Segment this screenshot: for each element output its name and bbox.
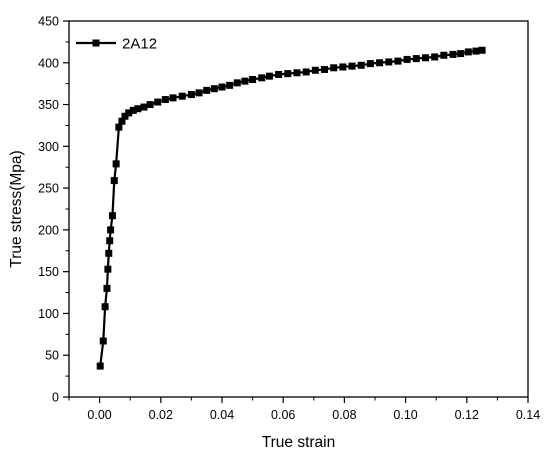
data-point (403, 55, 411, 63)
data-point (161, 96, 169, 104)
legend-label: 2A12 (122, 36, 157, 53)
data-point (118, 117, 126, 125)
series-layer (96, 46, 486, 370)
x-tick-label: 0.08 (332, 408, 356, 422)
data-point (348, 62, 356, 70)
y-tick-label: 400 (38, 56, 59, 70)
data-point (226, 81, 234, 89)
data-point (146, 101, 154, 109)
data-point (129, 106, 137, 114)
data-point (478, 46, 486, 54)
y-tick-label: 200 (38, 223, 59, 237)
data-point (284, 70, 292, 78)
data-point (421, 54, 429, 62)
x-tick-label: 0.04 (210, 408, 234, 422)
y-tick-label: 250 (38, 182, 59, 196)
x-tick-label: 0.06 (271, 408, 295, 422)
y-axis-title: True stress(Mpa) (8, 150, 25, 267)
data-point (99, 337, 107, 345)
data-point (103, 284, 111, 292)
legend: 2A12 (76, 36, 157, 53)
data-point (203, 86, 211, 94)
series-line (99, 49, 483, 367)
data-point (464, 48, 472, 56)
data-point (96, 362, 104, 370)
data-point (154, 98, 162, 106)
data-point (233, 79, 241, 87)
data-point (169, 94, 177, 102)
x-tick-label: 0.14 (516, 408, 540, 422)
data-point (339, 63, 347, 71)
data-point (293, 69, 301, 77)
data-point (134, 105, 142, 113)
data-point (106, 237, 114, 245)
y-tick-label: 300 (38, 140, 59, 154)
y-tick-label: 50 (45, 349, 59, 363)
x-tick-label: 0.02 (149, 408, 173, 422)
data-point (125, 109, 133, 117)
data-point (249, 75, 257, 83)
data-point (376, 59, 384, 67)
x-tick-label: 0.00 (87, 408, 111, 422)
data-point (178, 92, 186, 100)
data-point (385, 58, 393, 66)
data-point (105, 249, 113, 257)
data-point (115, 123, 123, 131)
y-tick-label: 150 (38, 265, 59, 279)
data-point (195, 89, 203, 97)
data-point (107, 226, 115, 234)
data-point (241, 77, 249, 85)
data-point (321, 65, 329, 73)
plot-frame (68, 20, 529, 398)
data-point (302, 68, 310, 76)
data-point (101, 303, 109, 311)
y-tick-label: 100 (38, 307, 59, 321)
data-point (110, 177, 118, 185)
y-tick-label: 450 (38, 15, 59, 29)
legend-marker (92, 39, 100, 47)
data-point (412, 55, 420, 63)
data-point (357, 61, 365, 69)
x-tick-label: 0.10 (393, 408, 417, 422)
data-point (311, 66, 319, 74)
data-point (187, 91, 195, 99)
data-point (140, 103, 148, 111)
data-point (210, 85, 218, 93)
x-axis-title: True strain (262, 434, 336, 451)
x-tick-label: 0.12 (455, 408, 479, 422)
data-point (330, 64, 338, 72)
data-point (394, 57, 402, 65)
data-point (366, 60, 374, 68)
data-point (275, 70, 283, 78)
data-point (457, 50, 465, 58)
data-point (121, 112, 129, 120)
data-point (472, 47, 480, 55)
data-point (431, 53, 439, 61)
y-tick-label: 350 (38, 98, 59, 112)
data-point (258, 74, 266, 82)
data-point (449, 50, 457, 58)
data-point (218, 83, 226, 91)
data-point (112, 160, 120, 168)
data-point (440, 51, 448, 59)
axes-layer: 0.00 0.02 0.04 0.06 0.08 0.10 0.12 0.14 0 50 100 15… (38, 15, 540, 423)
data-point (104, 265, 112, 273)
data-point (265, 72, 273, 80)
data-point (108, 212, 116, 220)
y-tick-label: 0 (52, 391, 59, 405)
